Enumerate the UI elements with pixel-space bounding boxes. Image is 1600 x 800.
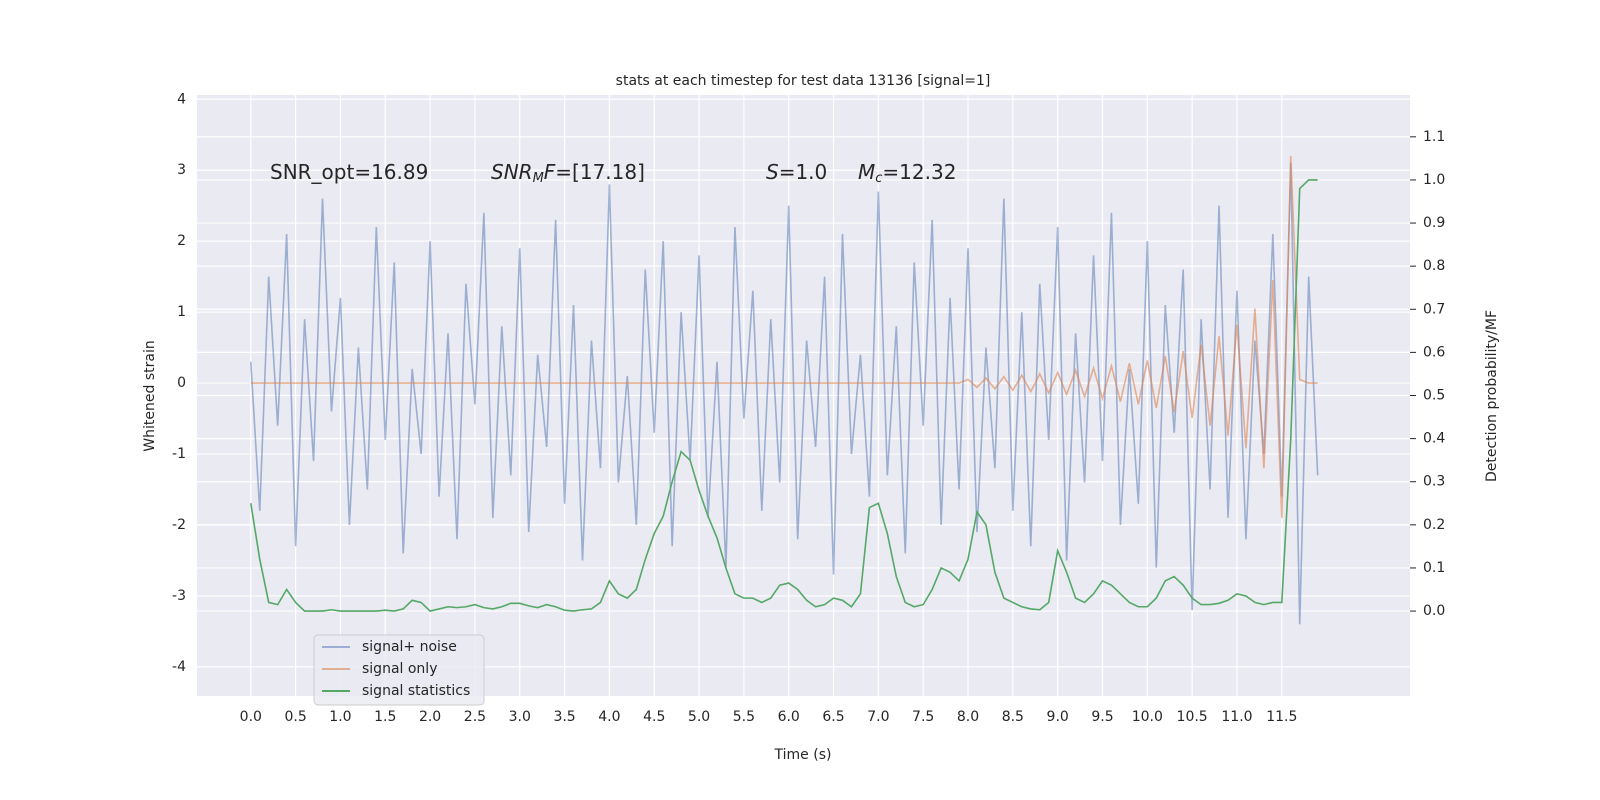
y-tick-label: 1 (177, 304, 186, 320)
annotation-part: =1.0 (779, 160, 828, 184)
y-tick-label: 2 (177, 233, 186, 249)
y-tick-label: 4 (177, 91, 186, 107)
x-tick-label: 6.0 (778, 709, 800, 725)
annotation-part: M (533, 171, 544, 186)
y2-tick-label: 0.1 (1423, 560, 1445, 576)
y2-tick-label: 1.0 (1423, 172, 1445, 188)
y2-tick-label: 0.2 (1423, 517, 1445, 533)
y-tick-label: 3 (177, 162, 186, 178)
x-tick-label: 2.0 (419, 709, 441, 725)
y-tick-label: -4 (172, 659, 186, 675)
x-tick-label: 9.0 (1047, 709, 1069, 725)
x-tick-label: 0.5 (284, 709, 306, 725)
y2-tick-label: 0.7 (1423, 301, 1445, 317)
x-tick-label: 4.5 (643, 709, 665, 725)
series-line (250, 155, 1318, 518)
x-tick-label: 6.5 (822, 709, 844, 725)
x-tick-label: 9.5 (1091, 709, 1113, 725)
x-tick-label: 8.5 (1002, 709, 1024, 725)
legend-label: signal only (362, 661, 437, 677)
x-tick-label: 3.0 (509, 709, 531, 725)
annotation-part: c (875, 171, 882, 186)
y-tick-label: 0 (177, 375, 186, 391)
x-axis-label: Time (s) (774, 747, 832, 763)
annotation-part: M (858, 160, 875, 184)
x-tick-label: 10.5 (1177, 709, 1208, 725)
y2-tick-label: 0.4 (1423, 431, 1445, 447)
annotation: Mc=12.32 (858, 160, 956, 186)
y2-tick-label: 0.8 (1423, 258, 1445, 274)
x-tick-label: 5.0 (688, 709, 710, 725)
y-tick-label: -3 (172, 588, 186, 604)
y-axis-label: Whitened strain (142, 340, 158, 451)
x-tick-label: 11.5 (1266, 709, 1297, 725)
x-tick-label: 10.0 (1132, 709, 1163, 725)
x-tick-label: 11.0 (1221, 709, 1252, 725)
annotation: S=1.0 (766, 160, 827, 184)
x-tick-label: 8.0 (957, 709, 979, 725)
annotation-part: F (544, 160, 556, 184)
annotation-part: S (766, 160, 779, 184)
y2-tick-label: 1.1 (1423, 129, 1445, 145)
x-tick-label: 1.0 (329, 709, 351, 725)
y2-tick-label: 0.9 (1423, 215, 1445, 231)
x-tick-label: 1.5 (374, 709, 396, 725)
annotation: SNR_opt=16.89 (270, 160, 428, 184)
x-tick-label: 3.5 (553, 709, 575, 725)
x-tick-label: 2.5 (464, 709, 486, 725)
annotation-part: =12.32 (882, 160, 956, 184)
x-tick-label: 5.5 (733, 709, 755, 725)
y2-tick-label: 0.3 (1423, 474, 1445, 490)
series-line (249, 163, 1319, 625)
legend-box (313, 634, 485, 706)
annotation-part: SNR_opt=16.89 (270, 160, 428, 184)
y2-tick-label: 0.5 (1423, 388, 1445, 404)
x-tick-label: 7.5 (912, 709, 934, 725)
chart-title: stats at each timestep for test data 131… (616, 73, 991, 89)
y2-tick-label: 0.0 (1423, 603, 1445, 619)
annotation-part: SNR (491, 160, 533, 184)
series-line (250, 179, 1318, 612)
y2-tick-label: 0.6 (1423, 344, 1445, 360)
legend-label: signal+ noise (362, 639, 457, 655)
y-tick-label: -2 (172, 517, 186, 533)
annotation: SNRMF=[17.18] (491, 160, 645, 186)
annotation-part: =[17.18] (555, 160, 645, 184)
legend-label: signal statistics (362, 683, 470, 699)
y2-axis-label: Detection probability/MF (1484, 310, 1500, 482)
y-tick-label: -1 (172, 446, 186, 462)
x-tick-label: 4.0 (598, 709, 620, 725)
x-tick-label: 7.0 (867, 709, 889, 725)
x-tick-label: 0.0 (240, 709, 262, 725)
